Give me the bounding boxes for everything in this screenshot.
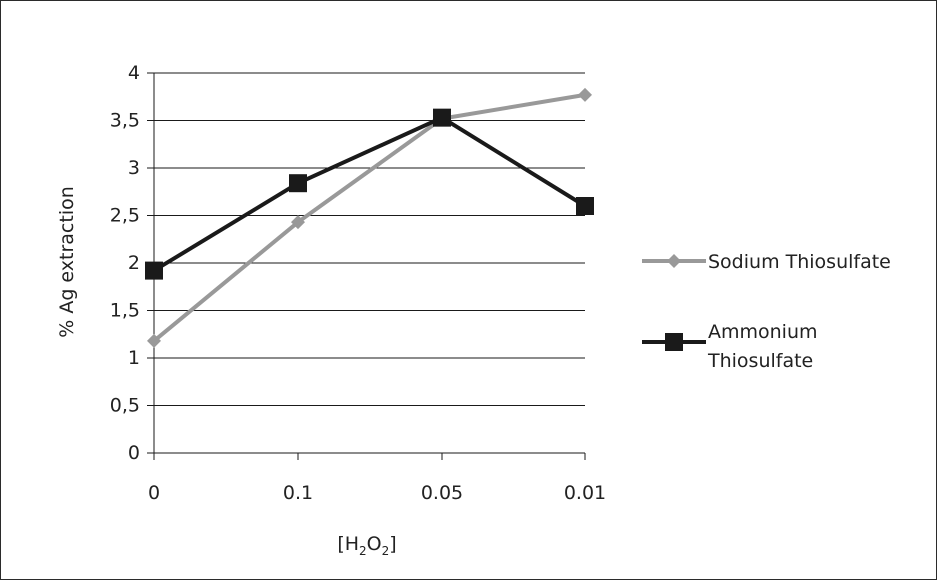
ammonium-thiosulfate-point [145, 261, 163, 280]
y-tick-label: 2 [128, 252, 140, 274]
series-layer [145, 87, 594, 348]
ammonium-thiosulfate-line [152, 115, 587, 273]
x-tick-labels: 0 0.1 0.05 0.01 [148, 482, 606, 504]
axes [147, 72, 586, 460]
sodium-thiosulfate-point [147, 333, 161, 348]
y-tick-label: 0,5 [110, 395, 140, 417]
y-tick-label: 3,5 [110, 110, 140, 132]
x-tick-label: 0.05 [421, 482, 463, 504]
y-tick-label: 1 [128, 347, 140, 369]
legend-label-ammonium-thiosulfate: Ammonium [708, 321, 818, 343]
ammonium-thiosulfate-point [289, 174, 307, 193]
y-tick-label: 4 [128, 62, 140, 84]
legend: Sodium Thiosulfate Ammonium Thiosulfate [642, 251, 891, 372]
sodium-thiosulfate-point [578, 87, 592, 102]
ammonium-thiosulfate-point [576, 197, 594, 215]
sodium-thiosulfate-point [291, 215, 305, 230]
legend-marker-ammonium-thiosulfate [665, 333, 683, 351]
x-tick-label: 0.1 [283, 482, 313, 504]
sodium-thiosulfate-line [152, 92, 586, 343]
y-tick-label: 2,5 [110, 205, 140, 227]
x-tick-label: 0 [148, 482, 160, 504]
x-tick-label: 0.01 [564, 482, 606, 504]
legend-label-ammonium-thiosulfate: Thiosulfate [707, 350, 813, 372]
y-tick-label: 0 [128, 442, 140, 464]
y-tick-labels: 0 0,5 1 1,5 2 2,5 3 3,5 4 [110, 62, 140, 464]
gridlines [154, 72, 585, 406]
y-axis-title: % Ag extraction [56, 186, 78, 338]
legend-marker-sodium-thiosulfate [667, 254, 681, 268]
ammonium-thiosulfate-point [433, 108, 451, 127]
y-tick-label: 3 [128, 157, 140, 179]
legend-label-sodium-thiosulfate: Sodium Thiosulfate [708, 251, 891, 273]
y-tick-label: 1,5 [110, 300, 140, 322]
x-axis-title: [H2O2] [337, 533, 396, 558]
